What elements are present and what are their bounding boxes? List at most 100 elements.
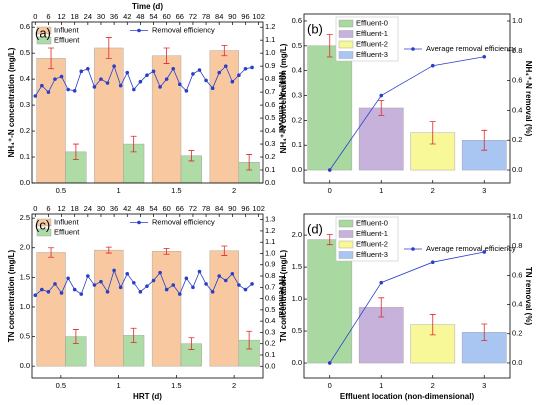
y2-tick-label: 0.3: [265, 327, 275, 336]
x2-tick-label: 0: [33, 204, 37, 213]
line-marker: [379, 93, 384, 98]
y-tick-label: 2.5: [20, 213, 30, 222]
line-marker: [125, 271, 130, 276]
x2-tick-label: 66: [176, 12, 184, 21]
legend-label: Effluent-3: [356, 50, 388, 59]
line-marker: [145, 73, 149, 78]
x2-tick-label: 42: [123, 12, 131, 21]
y-tick-label: 0.2: [292, 115, 302, 124]
bar: [36, 58, 66, 184]
y2-tick-label: 0.8: [512, 241, 522, 250]
legend-label: Average removal efficiency: [426, 244, 516, 253]
error-bar: [378, 297, 385, 318]
legend-label: Influent: [54, 25, 80, 34]
y-tick-label: 0.5: [292, 326, 302, 335]
legend-label: Effluent-1: [356, 229, 388, 238]
y-tick-label: 1.5: [292, 262, 302, 271]
x2-tick-label: 18: [71, 204, 79, 213]
x2-tick-label: 96: [241, 12, 249, 21]
line-marker: [86, 66, 90, 71]
legend-label: Effluent-0: [356, 18, 388, 27]
legend-label: Effluent-2: [356, 239, 388, 248]
legend-marker: [411, 247, 415, 251]
bar: [209, 250, 239, 367]
error-bar: [130, 327, 137, 343]
legend-marker: [137, 220, 141, 225]
plot-frame: [31, 21, 264, 184]
x2-tick-label: 102: [252, 12, 265, 21]
x-tick-label: 0.5: [56, 186, 66, 195]
error-bar: [163, 47, 170, 64]
line-marker: [118, 83, 123, 88]
y-tick-label: 0.0: [20, 178, 30, 187]
error-bar: [378, 100, 385, 116]
line-marker: [482, 54, 487, 59]
y2-tick-label: 0.4: [265, 126, 275, 135]
x2-axis-title: Time (d): [132, 2, 163, 11]
line-marker: [171, 283, 176, 287]
line-marker: [33, 293, 38, 298]
line-marker: [177, 82, 182, 87]
y2-tick-label: 0.4: [512, 300, 522, 309]
line-marker: [46, 90, 51, 94]
line-marker: [210, 86, 215, 91]
y2-tick-label: 0.4: [512, 105, 522, 114]
line-marker: [125, 70, 130, 75]
y2-tick-label: 0.5: [265, 113, 275, 122]
x-tick-label: 1: [379, 381, 383, 390]
x2-tick-label: 54: [149, 204, 157, 213]
y-axis-title: TN concentration (mg/L): [279, 249, 288, 342]
legend-label: Effluent-1: [356, 29, 388, 38]
line-marker: [59, 291, 64, 295]
legend-label: Removal efficiency: [152, 217, 215, 226]
y2-tick-label: 0.6: [265, 100, 275, 109]
line-marker: [112, 64, 116, 68]
plot-frame: [31, 213, 264, 379]
line-marker: [177, 292, 182, 296]
legend-swatch: [36, 26, 52, 35]
y2-tick-label: 0.8: [265, 271, 275, 280]
legend-label: Effluent: [54, 227, 80, 236]
y-tick-label: 0.0: [292, 358, 302, 367]
line-marker: [151, 278, 156, 283]
error-bar: [326, 34, 333, 58]
line-marker: [197, 68, 202, 72]
x2-tick-label: 78: [202, 204, 210, 213]
line-marker: [40, 287, 44, 292]
x-tick-label: 2: [232, 381, 236, 390]
error-bar: [105, 37, 112, 59]
bar: [94, 249, 124, 367]
line-marker: [86, 274, 90, 278]
legend-label: Average removal efficiency: [426, 44, 516, 53]
y-axis-title: TN concentration (mg/L): [7, 249, 16, 342]
y2-tick-label: 0.5: [265, 305, 275, 314]
y2-tick-label: 1.0: [265, 248, 275, 257]
y2-tick-label: 0.2: [265, 152, 275, 161]
y-tick-label: 0.3: [20, 100, 30, 109]
line-marker: [164, 77, 169, 81]
legend-label: Effluent-0: [356, 218, 388, 227]
line-marker: [184, 276, 189, 281]
y-tick-label: 1.0: [20, 302, 30, 311]
y-tick-label: 2.0: [20, 243, 30, 252]
error-bar: [221, 245, 228, 256]
x2-tick-label: 84: [215, 12, 223, 21]
line-marker: [92, 283, 97, 287]
x2-tick-label: 18: [71, 12, 79, 21]
y-tick-label: 0.6: [20, 22, 30, 31]
y2-tick-label: 0.0: [265, 361, 275, 370]
y-axis-title: NH₄⁺-N concentration (mg/L): [7, 47, 16, 157]
y2-tick-label: 0.3: [265, 139, 275, 148]
y2-tick-label: 0.6: [265, 294, 275, 303]
bar: [307, 45, 353, 171]
legend-swatch: [338, 251, 354, 259]
line-marker: [243, 287, 248, 292]
y-tick-label: 0.5: [20, 48, 30, 57]
error-bar: [105, 246, 112, 254]
line-marker: [237, 73, 241, 78]
error-bar: [48, 247, 55, 258]
x2-tick-label: 6: [46, 12, 50, 21]
x-tick-label: 1: [117, 381, 121, 390]
x2-tick-label: 48: [136, 204, 144, 213]
bar: [36, 252, 66, 367]
